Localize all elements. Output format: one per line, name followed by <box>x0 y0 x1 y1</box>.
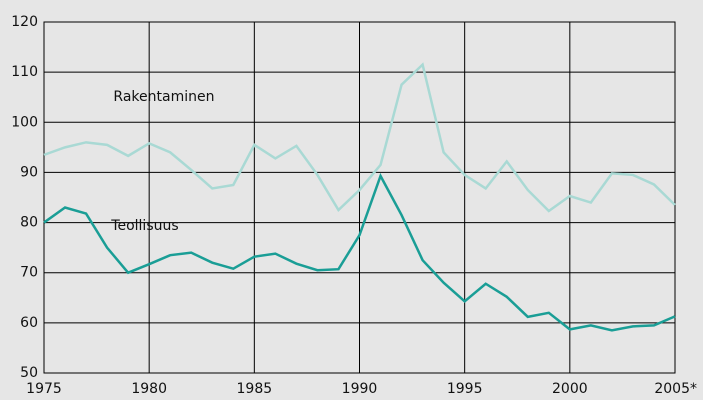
x-tick-label: 1975 <box>26 381 62 397</box>
y-tick-label: 90 <box>20 164 38 180</box>
series-label: Teollisuus <box>110 218 178 234</box>
y-tick-label: 120 <box>11 14 38 30</box>
x-tick-label: 2000 <box>552 381 588 397</box>
x-tick-label: 1980 <box>131 381 167 397</box>
line-series <box>43 172 676 332</box>
y-tick-label: 50 <box>20 365 38 381</box>
series-label: Rakentaminen <box>113 89 214 105</box>
x-tick-label: 1995 <box>447 381 483 397</box>
y-tick-label: 60 <box>20 315 38 331</box>
y-tick-label: 80 <box>20 215 38 231</box>
y-tick-label: 70 <box>20 265 38 281</box>
y-tick-label: 110 <box>11 64 38 80</box>
y-tick-label: 100 <box>11 114 38 130</box>
x-tick-label: 1990 <box>342 381 378 397</box>
x-tick-label: 1985 <box>237 381 273 397</box>
x-tick-label: 2005* <box>654 381 697 397</box>
line-series <box>43 62 676 213</box>
